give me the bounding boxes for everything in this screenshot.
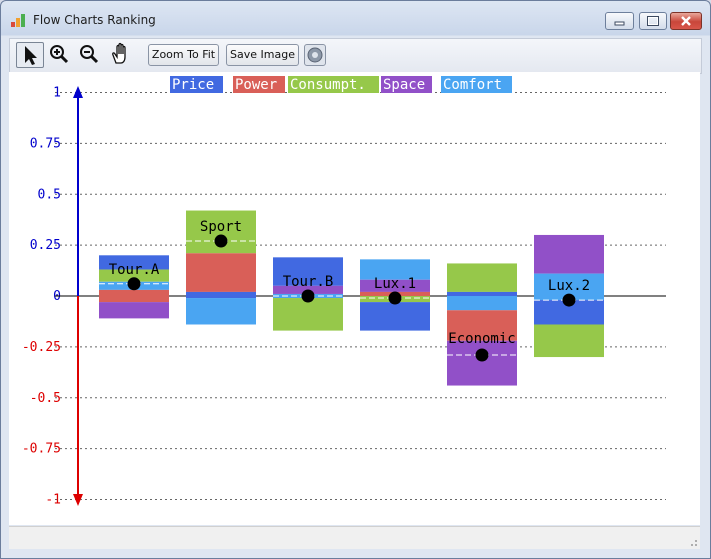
- negative-axis-arrow-icon: [73, 494, 83, 506]
- action-label: Lux.2: [548, 278, 590, 294]
- net-flow-marker: [127, 277, 141, 291]
- legend-swatch: [441, 76, 512, 93]
- flow-chart: 10.750.50.250-0.25-0.5-0.75-1Tour.ASport…: [22, 76, 666, 508]
- action-label: Lux.1: [374, 276, 416, 292]
- action-label: Economic: [448, 331, 515, 347]
- status-bar: [9, 526, 700, 549]
- legend-swatch: [233, 76, 285, 93]
- action-label: Tour.B: [283, 274, 334, 290]
- y-tick-label: -0.75: [22, 442, 61, 457]
- y-tick-label: -1: [45, 493, 61, 508]
- close-button[interactable]: [670, 12, 702, 30]
- bar-segment: [534, 234, 604, 274]
- close-icon: [681, 16, 691, 26]
- y-tick-label: 1: [53, 86, 61, 101]
- bar-segment: [447, 340, 517, 386]
- bar-segment: [186, 253, 256, 292]
- legend-label: Comfort: [443, 77, 502, 93]
- bar-segment: [273, 298, 343, 331]
- zoom-in-tool-button[interactable]: [46, 42, 74, 68]
- bar-segment: [360, 279, 430, 292]
- net-flow-marker: [301, 289, 315, 303]
- minimize-icon: [614, 21, 625, 26]
- cursor-arrow-icon: [25, 46, 37, 65]
- save-image-button[interactable]: Save Image: [226, 44, 299, 66]
- toolbar: Zoom To Fit Save Image: [9, 38, 702, 74]
- positive-axis-arrow-icon: [73, 86, 83, 98]
- legend-label: Space: [383, 77, 425, 93]
- bar-segment: [99, 289, 169, 303]
- legend-label: Power: [235, 77, 277, 93]
- net-flow-marker: [388, 291, 402, 305]
- resize-grip-icon[interactable]: [688, 537, 698, 547]
- pan-tool-button[interactable]: [108, 42, 136, 68]
- window-title: Flow Charts Ranking: [33, 13, 156, 27]
- legend-label: Consumpt.: [290, 77, 366, 93]
- bar-segment: [186, 291, 256, 299]
- bar-segment: [447, 291, 517, 296]
- zoom-to-fit-button[interactable]: Zoom To Fit: [148, 44, 219, 66]
- bar-segment: [447, 263, 517, 292]
- pointer-tool-button[interactable]: [16, 42, 44, 68]
- hand-pan-icon: [112, 42, 126, 64]
- title-bar: Flow Charts Ranking: [1, 1, 710, 37]
- settings-button[interactable]: [304, 44, 326, 66]
- zoom-out-tool-button[interactable]: [76, 42, 104, 68]
- bar-segment: [360, 302, 430, 331]
- bar-segment: [447, 296, 517, 311]
- legend-swatch: [170, 76, 223, 93]
- action-label: Sport: [200, 219, 242, 235]
- gear-icon: [307, 47, 323, 63]
- y-tick-label: 0.75: [30, 136, 61, 151]
- bar-segment: [534, 324, 604, 358]
- net-flow-marker: [214, 234, 228, 248]
- bar-segment: [360, 259, 430, 280]
- zoom-out-icon: [80, 45, 99, 64]
- maximize-button[interactable]: [639, 12, 667, 30]
- zoom-in-icon: [50, 45, 69, 64]
- y-tick-label: -0.5: [30, 391, 61, 406]
- y-tick-label: 0.5: [38, 187, 61, 202]
- y-tick-label: 0.25: [30, 238, 61, 253]
- y-tick-label: -0.25: [22, 340, 61, 355]
- net-flow-marker: [562, 293, 576, 307]
- net-flow-marker: [475, 348, 489, 362]
- legend-label: Price: [172, 77, 214, 93]
- bar-segment: [99, 302, 169, 319]
- bar-segment: [273, 257, 343, 286]
- action-label: Tour.A: [109, 262, 160, 278]
- bar-segment: [186, 298, 256, 325]
- minimize-button[interactable]: [605, 12, 634, 30]
- bar-chart-app-icon: [11, 14, 25, 27]
- maximize-icon: [647, 16, 659, 26]
- bar-segment: [99, 269, 169, 282]
- legend-swatch: [288, 76, 379, 93]
- chart-area[interactable]: 10.750.50.250-0.25-0.5-0.75-1Tour.ASport…: [9, 72, 700, 525]
- bar-segment: [99, 255, 169, 270]
- legend-swatch: [381, 76, 432, 93]
- bar-segment: [447, 310, 517, 341]
